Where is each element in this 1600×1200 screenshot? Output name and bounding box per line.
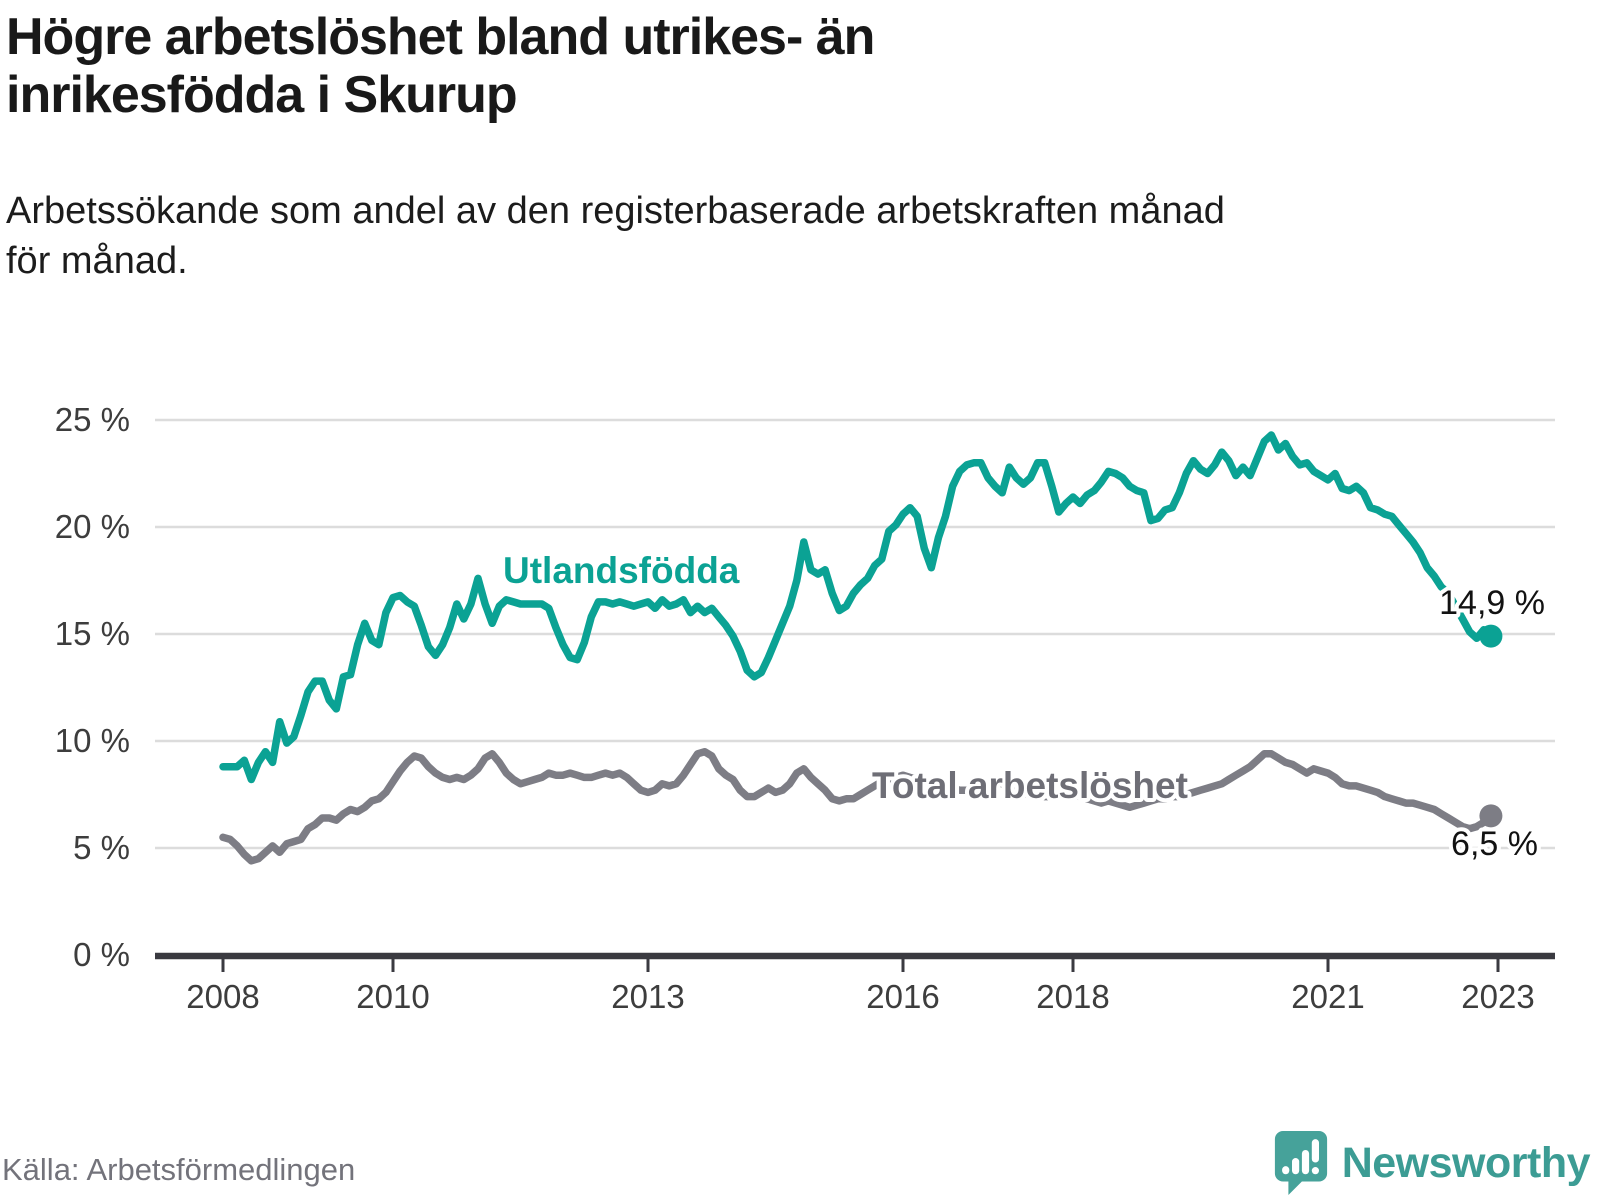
y-axis-label-10: 10 % — [55, 722, 130, 759]
x-axis-label-2008: 2008 — [186, 978, 259, 1015]
y-axis-label-20: 20 % — [55, 508, 130, 545]
logo-excl-dot — [1311, 1167, 1319, 1175]
x-axis-label-2013: 2013 — [611, 978, 684, 1015]
y-axis-label-15: 15 % — [55, 615, 130, 652]
page-subtitle: Arbetssökande som andel av den registerb… — [6, 186, 1586, 286]
brand-footer: Newsworthy — [1274, 1130, 1591, 1196]
x-axis-label-2023: 2023 — [1461, 978, 1534, 1015]
series-end-dot-0 — [1479, 624, 1503, 648]
x-axis-label-2018: 2018 — [1036, 978, 1109, 1015]
y-axis-label-5: 5 % — [73, 829, 130, 866]
y-axis-label-25: 25 % — [55, 401, 130, 438]
subtitle-line-2: för månad. — [6, 240, 188, 283]
subtitle-line-1: Arbetssökande som andel av den registerb… — [6, 190, 1225, 232]
series-line-1 — [219, 747, 1495, 865]
end-value-label-0: 14,9 % — [1439, 584, 1545, 622]
title-line-1: Högre arbetslöshet bland utrikes- än — [6, 8, 875, 66]
x-axis-label-2021: 2021 — [1291, 978, 1364, 1015]
x-axis-label-2010: 2010 — [356, 978, 429, 1015]
series-label-1: Total arbetslöshet — [872, 765, 1188, 806]
series-line-0 — [219, 431, 1495, 784]
logo-bar-1 — [1291, 1158, 1299, 1175]
source-note: Källa: Arbetsförmedlingen — [2, 1152, 356, 1187]
page-title: Högre arbetslöshet bland utrikes- än inr… — [6, 8, 1566, 124]
y-axis-label-0: 0 % — [73, 936, 130, 973]
brand-wordmark: Newsworthy — [1341, 1138, 1591, 1187]
logo-bar-2 — [1301, 1149, 1309, 1175]
series-end-dot-1 — [1479, 804, 1503, 828]
title-line-2: inrikesfödda i Skurup — [6, 66, 518, 125]
series-label-0: Utlandsfödda — [503, 550, 740, 591]
logo-excl-bar — [1311, 1139, 1319, 1163]
x-axis-label-2016: 2016 — [866, 978, 939, 1015]
newsworthy-logo-icon — [1274, 1131, 1327, 1195]
logo-bar-dot — [1281, 1166, 1290, 1175]
end-value-label-1: 6,5 % — [1451, 825, 1538, 863]
